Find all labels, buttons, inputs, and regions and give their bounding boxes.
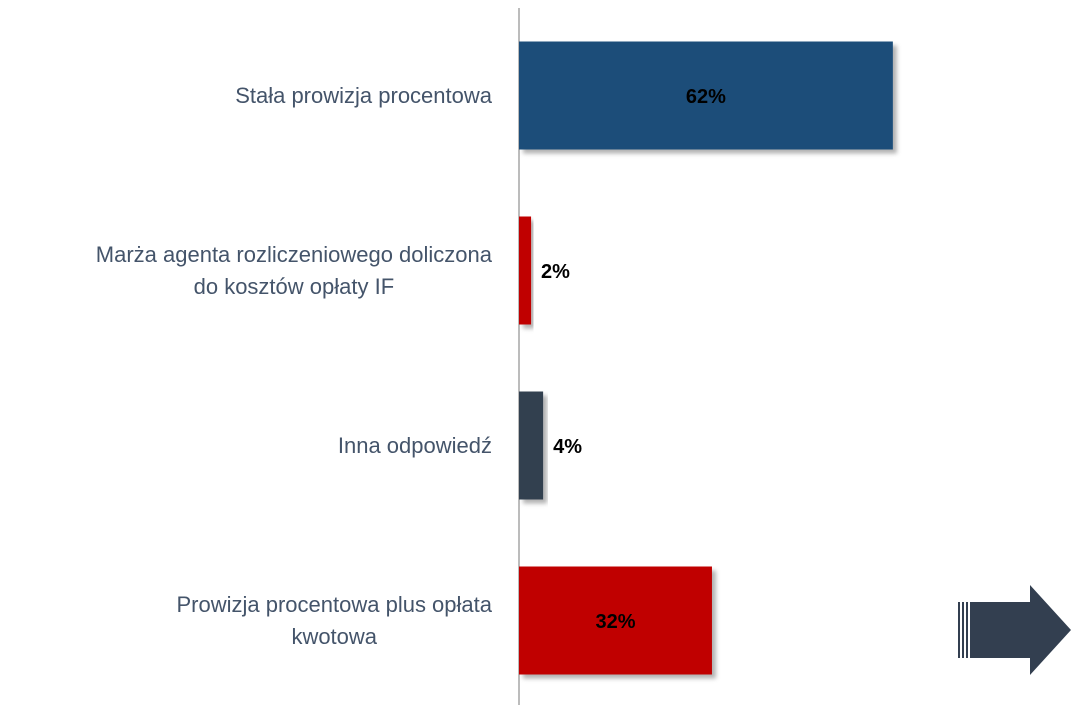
bar bbox=[519, 41, 893, 150]
value-label: 2% bbox=[541, 261, 570, 283]
bar bbox=[519, 566, 712, 675]
category-label: Prowizja procentowa plus opłata kwotowa bbox=[176, 591, 492, 649]
value-label: 62% bbox=[686, 86, 726, 108]
bar bbox=[519, 216, 532, 325]
value-label: 32% bbox=[595, 611, 635, 633]
category-label: Stała prowizja procentowa bbox=[235, 82, 492, 108]
bar bbox=[519, 391, 544, 500]
value-label: 4% bbox=[553, 436, 582, 458]
arrow-decoration bbox=[958, 585, 1071, 675]
category-label: Marża agenta rozliczeniowego doliczona d… bbox=[95, 241, 492, 299]
category-label: Inna odpowiedź bbox=[337, 432, 492, 458]
